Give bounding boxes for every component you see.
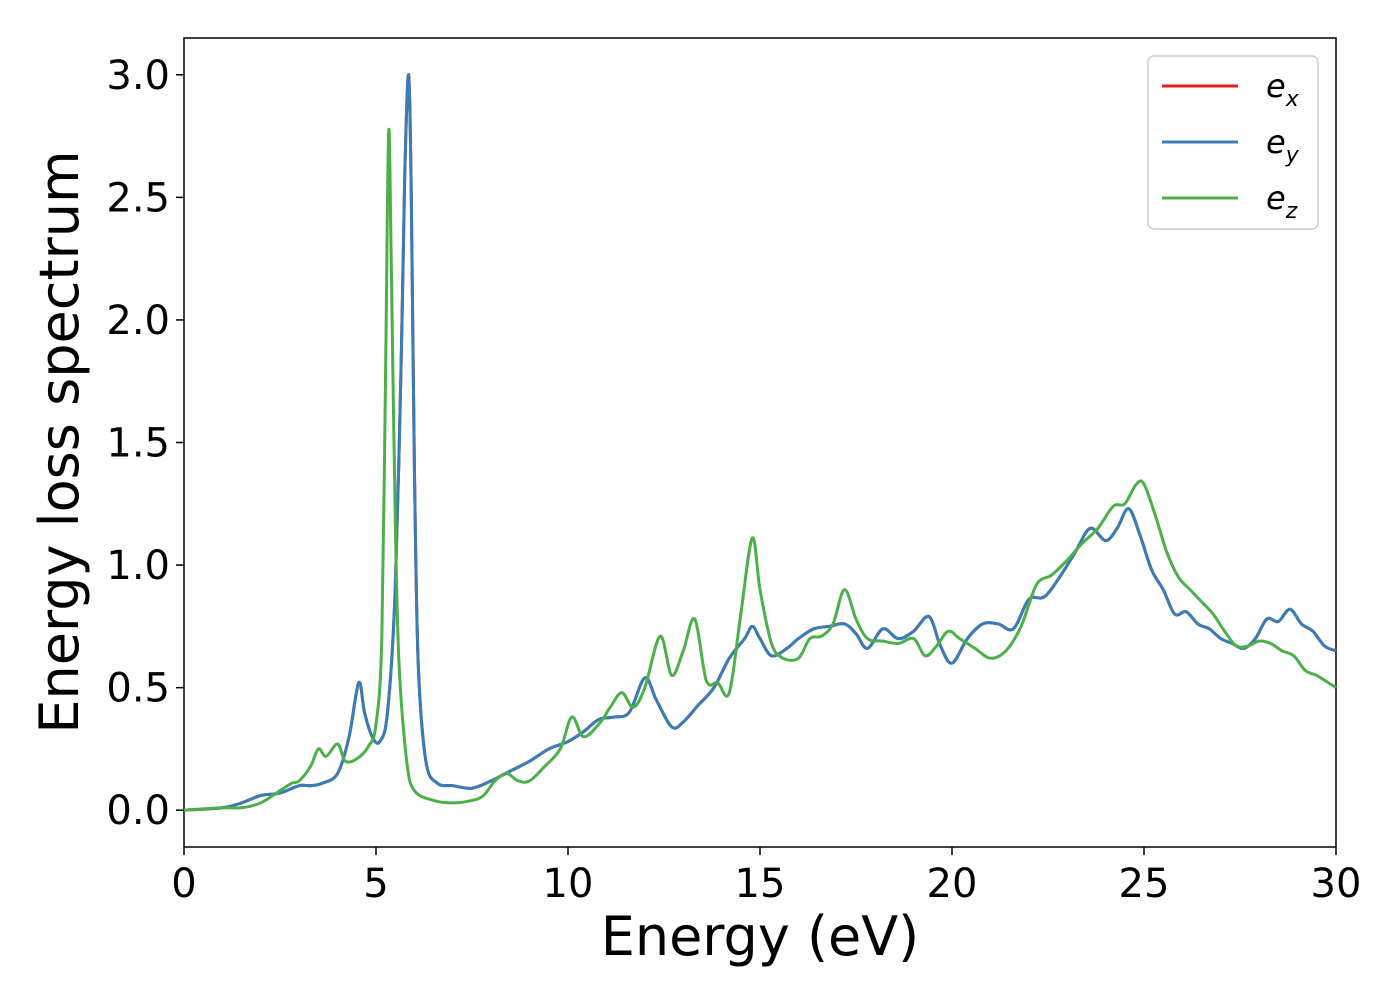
y-axis-label: Energy loss spectrum xyxy=(28,150,91,733)
legend-label-e-z: ez xyxy=(1266,179,1298,224)
series-line-e-y xyxy=(183,73,1337,812)
x-tick-label: 30 xyxy=(1311,861,1362,907)
plot-area xyxy=(183,37,1337,848)
x-axis-ticks: 0 5 10 15 20 25 30 xyxy=(171,847,1361,907)
y-tick-label: 0.0 xyxy=(106,788,170,834)
x-tick-label: 25 xyxy=(1119,861,1170,907)
y-tick-label: 0.5 xyxy=(106,666,170,712)
legend-label-e-y: ey xyxy=(1266,123,1300,168)
y-tick-label: 3.0 xyxy=(106,53,170,99)
y-tick-label: 1.0 xyxy=(106,543,170,589)
x-tick-label: 5 xyxy=(363,861,388,907)
y-tick-label: 2.5 xyxy=(106,175,170,221)
legend-label-e-x: ex xyxy=(1266,67,1300,112)
x-tick-label: 15 xyxy=(735,861,786,907)
x-tick-label: 10 xyxy=(543,861,594,907)
y-tick-label: 1.5 xyxy=(106,421,170,467)
legend: ex ey ez xyxy=(1147,55,1319,230)
series-line-e-z xyxy=(183,127,1337,812)
y-tick-label: 2.0 xyxy=(106,298,170,344)
plot-frame xyxy=(183,37,1337,848)
y-axis-ticks: 0.0 0.5 1.0 1.5 2.0 2.5 3.0 xyxy=(106,53,184,834)
x-tick-label: 20 xyxy=(927,861,978,907)
x-axis-label: Energy (eV) xyxy=(601,905,920,968)
x-tick-label: 0 xyxy=(171,861,196,907)
series-layer xyxy=(183,73,1337,812)
